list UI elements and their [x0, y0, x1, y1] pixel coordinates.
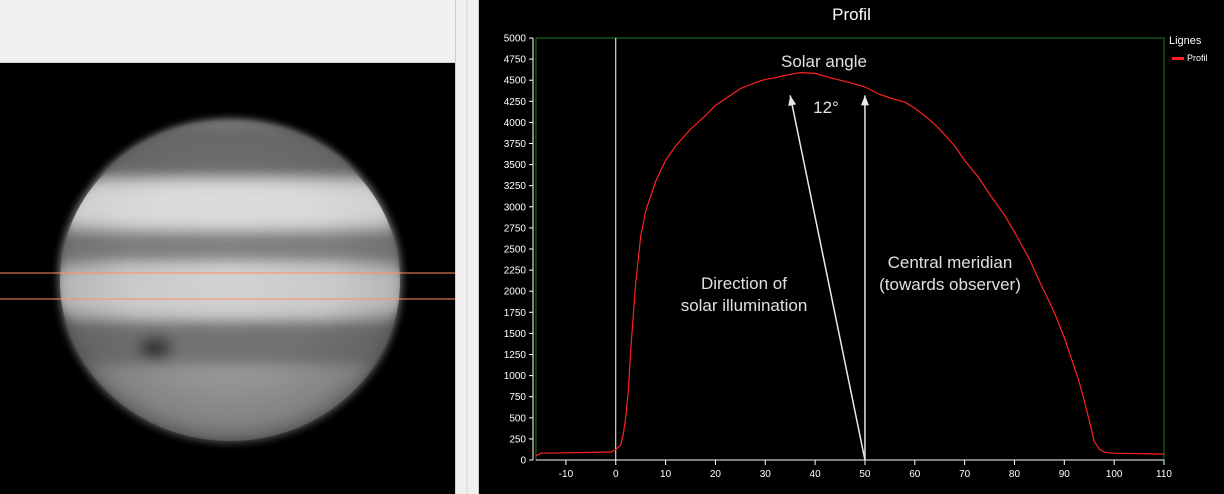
y-tick-label: 4000	[504, 118, 527, 129]
y-tick-label: 0	[520, 456, 526, 467]
meridian-label-line2: (towards observer)	[879, 275, 1021, 294]
solar-angle-label: Solar angle	[781, 52, 867, 71]
y-tick-label: 5000	[504, 34, 527, 45]
x-tick-label: 60	[909, 469, 921, 480]
x-tick-label: 50	[859, 469, 871, 480]
x-tick-label: 100	[1106, 469, 1123, 480]
y-tick-label: 3000	[504, 202, 527, 213]
x-tick-label: -10	[559, 469, 574, 480]
solar-direction-arrow	[789, 95, 866, 461]
jupiter-image	[0, 119, 455, 443]
y-tick-label: 1000	[504, 371, 527, 382]
solar-direction-arrowhead	[788, 95, 797, 106]
legend-swatch-profil	[1172, 57, 1184, 60]
image-pane	[0, 0, 455, 494]
x-tick-label: 20	[710, 469, 722, 480]
x-tick-label: 80	[1009, 469, 1021, 480]
jupiter-image-view[interactable]	[0, 63, 455, 494]
meridian-arrowhead	[860, 95, 869, 106]
profile-chart-pane: Profil 0 250 500 750 1000 1250 1500 1750 2000 225…	[479, 0, 1224, 494]
chart-title: Profil	[832, 5, 871, 24]
x-tick-label: 40	[810, 469, 822, 480]
y-tick-label: 4500	[504, 76, 527, 87]
y-tick-label: 4250	[504, 97, 527, 108]
y-tick-label: 1750	[504, 308, 527, 319]
pane-splitter[interactable]	[455, 0, 479, 494]
y-tick-label: 4750	[504, 55, 527, 66]
y-tick-label: 2750	[504, 223, 527, 234]
y-tick-label: 2250	[504, 266, 527, 277]
y-tick-label: 1250	[504, 350, 527, 361]
x-tick-label: 110	[1156, 469, 1172, 480]
y-tick-label: 2000	[504, 287, 527, 298]
y-tick-label: 3250	[504, 181, 527, 192]
y-tick-label: 500	[509, 413, 526, 424]
great-red-spot	[139, 338, 171, 358]
angle-value-label: 12°	[813, 98, 839, 117]
y-tick-label: 1500	[504, 329, 527, 340]
x-tick-label: 0	[613, 469, 619, 480]
y-tick-label: 750	[509, 392, 526, 403]
y-tick-label: 3750	[504, 139, 527, 150]
legend-title: Lignes	[1169, 35, 1202, 47]
plot-frame	[535, 37, 1165, 461]
direction-label-line1: Direction of	[701, 274, 787, 293]
meridian-label-line1: Central meridian	[888, 253, 1013, 272]
y-tick-label: 2500	[504, 245, 527, 256]
series-line-profil	[535, 71, 1165, 457]
x-tick-label: 10	[660, 469, 672, 480]
y-tick-label: 250	[509, 434, 526, 445]
legend-label-profil: Profil	[1187, 53, 1208, 63]
x-tick-label: 30	[760, 469, 772, 480]
x-tick-label: 70	[959, 469, 971, 480]
y-tick-label: 3500	[504, 160, 527, 171]
profile-chart: 0250500750100012501500175020002250250027…	[504, 34, 1173, 481]
x-tick-label: 90	[1059, 469, 1071, 480]
direction-label-line2: solar illumination	[681, 296, 808, 315]
image-toolbar-area	[0, 0, 455, 63]
